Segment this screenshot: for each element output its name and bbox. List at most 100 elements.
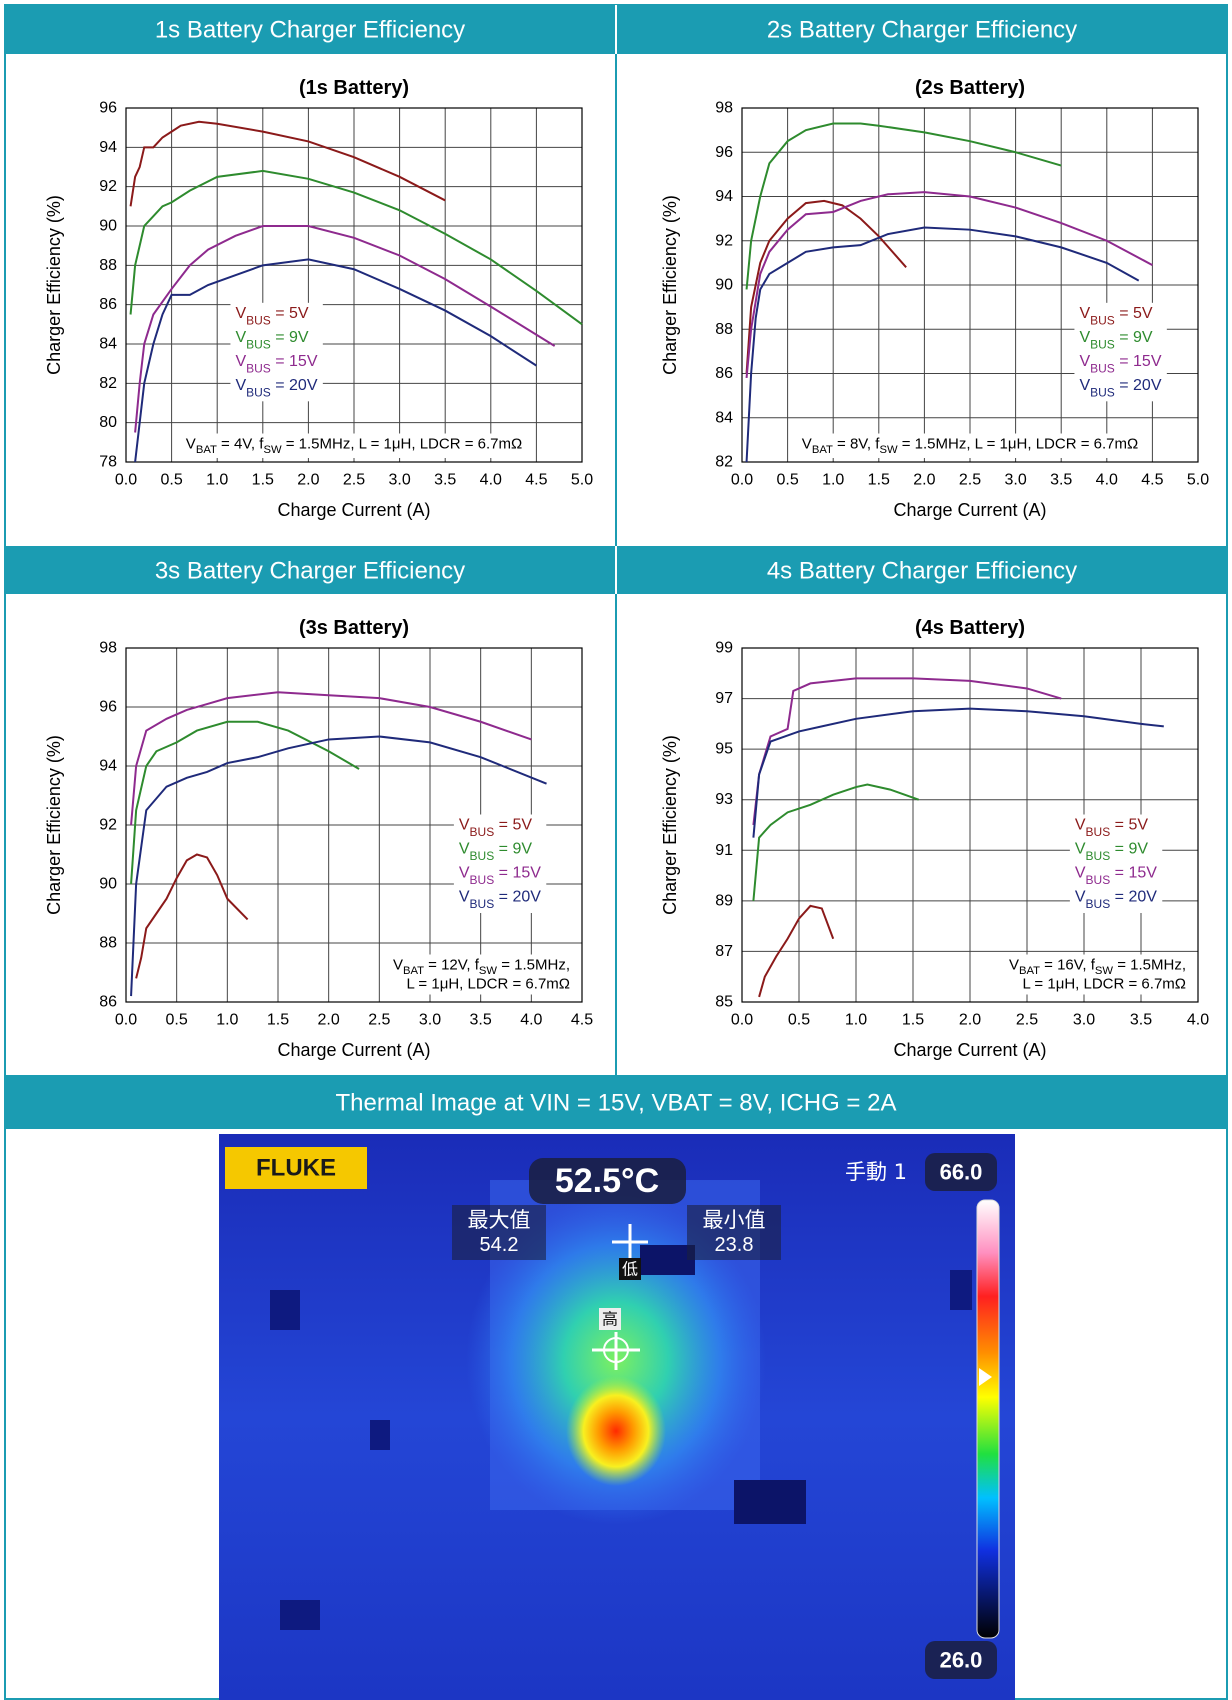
y-tick-label: 93	[715, 791, 733, 808]
plot-frame	[741, 647, 1199, 1003]
x-tick-label: 0.0	[731, 472, 753, 489]
y-tick-label: 91	[715, 842, 733, 859]
header-bar	[5, 1075, 1227, 1129]
x-tick-label: 3.5	[1130, 1012, 1152, 1029]
color-scale	[976, 1199, 1000, 1639]
x-tick-label: 4.5	[1141, 472, 1163, 489]
x-axis-label: Charge Current (A)	[277, 500, 430, 520]
x-tick-label: 1.0	[216, 1012, 238, 1029]
annotation-bg	[179, 433, 529, 458]
x-axis-label: Charge Current (A)	[893, 1040, 1046, 1060]
legend-bg	[453, 814, 547, 913]
plot-frame	[125, 107, 583, 463]
series-line	[134, 225, 556, 433]
component	[280, 1600, 320, 1630]
x-tick-label: 0.0	[731, 1012, 753, 1029]
y-tick-label: 88	[715, 321, 733, 338]
plot-frame	[125, 647, 583, 1003]
y-tick-label: 94	[715, 188, 733, 205]
y-tick-label: 97	[715, 690, 733, 707]
x-tick-label: 4.0	[480, 472, 502, 489]
panel-title: 2s Battery Charger Efficiency	[767, 17, 1077, 44]
x-tick-label: 4.5	[571, 1012, 593, 1029]
chart: 82 84 86 88 90 92 94 96 98 0.0 0.5 1.0 1.5 2.0 2.5 3.0 3…	[660, 77, 1209, 520]
min-value: 23.8	[715, 1234, 754, 1256]
y-tick-label: 87	[715, 943, 733, 960]
x-tick-label: 3.0	[1004, 472, 1026, 489]
y-tick-label: 98	[715, 100, 733, 117]
annotation-bg	[795, 433, 1145, 458]
x-tick-label: 1.5	[868, 472, 890, 489]
y-tick-label: 98	[99, 640, 117, 657]
component	[640, 1245, 695, 1275]
x-tick-label: 1.0	[206, 472, 228, 489]
x-axis-label: Charge Current (A)	[277, 1040, 430, 1060]
chart-title: (1s Battery)	[299, 77, 409, 99]
series-line	[135, 853, 249, 979]
y-tick-label: 82	[715, 454, 733, 471]
series-line	[752, 677, 1062, 826]
y-tick-label: 92	[715, 232, 733, 249]
y-tick-label: 88	[99, 935, 117, 952]
low-crosshair	[612, 1224, 648, 1260]
y-tick-label: 95	[715, 741, 733, 758]
max-value: 54.2	[480, 1234, 519, 1256]
series-line	[745, 122, 1062, 290]
y-axis-label: Charger Efficiency (%)	[660, 735, 680, 915]
y-axis-label: Charger Efficiency (%)	[44, 735, 64, 915]
scale-max: 66.0	[940, 1160, 983, 1185]
x-tick-label: 0.5	[776, 472, 798, 489]
component	[270, 1290, 300, 1330]
mode: 手動 1	[845, 1160, 907, 1184]
high-crosshair-ring	[603, 1337, 629, 1363]
scale-marker	[979, 1368, 992, 1386]
legend-bg	[1074, 302, 1167, 402]
series-line	[134, 258, 537, 463]
x-tick-label: 2.5	[959, 472, 981, 489]
x-tick-label: 3.0	[1073, 1012, 1095, 1029]
annotation: VBAT = 4V, fSW = 1.5MHz, L = 1μH, LDCR =…	[179, 433, 529, 458]
max-label: 最大值	[468, 1208, 531, 1232]
x-tick-label: 5.0	[1187, 472, 1209, 489]
annotation-text: VBAT = 16V, fSW = 1.5MHz,	[1009, 957, 1186, 978]
x-tick-label: 0.5	[788, 1012, 810, 1029]
high-badge	[599, 1308, 621, 1330]
x-tick-label: 0.0	[115, 1012, 137, 1029]
x-tick-label: 1.5	[267, 1012, 289, 1029]
chart: 85 87 89 91 93 95 97 99 0.0 0.5 1.0 1.5 2.0 2.5 3.0 3.5…	[660, 617, 1209, 1060]
panel-title: 3s Battery Charger Efficiency	[155, 558, 465, 585]
y-tick-label: 89	[715, 892, 733, 909]
series-line	[745, 191, 1153, 379]
x-tick-label: 2.0	[318, 1012, 340, 1029]
x-tick-label: 2.0	[297, 472, 319, 489]
y-tick-label: 85	[715, 994, 733, 1011]
chart-title: (4s Battery)	[915, 617, 1025, 639]
series-line	[130, 691, 532, 826]
legend-bg	[1069, 814, 1163, 913]
series-line	[745, 199, 907, 374]
x-tick-label: 3.5	[434, 472, 456, 489]
series-line	[752, 783, 920, 901]
x-tick-label: 0.5	[166, 1012, 188, 1029]
x-tick-label: 5.0	[571, 472, 593, 489]
panel-title: Thermal Image at VIN = 15V, VBAT = 8V, I…	[336, 1090, 897, 1117]
x-tick-label: 3.5	[470, 1012, 492, 1029]
series-line	[130, 720, 360, 885]
series-line	[129, 169, 583, 326]
annotation-text: L = 1μH, LDCR = 6.7mΩ	[406, 976, 570, 993]
y-tick-label: 88	[99, 257, 117, 274]
annotation: VBAT = 16V, fSW = 1.5MHz,L = 1μH, LDCR =…	[1002, 954, 1192, 995]
thermal-image: FLUKE 52.5°C 最大值 54.2 最小值 23.8 手動 1 66.0…	[219, 1134, 1015, 1700]
chart-title: (3s Battery)	[299, 617, 409, 639]
x-tick-label: 2.5	[343, 472, 365, 489]
x-tick-label: 1.0	[822, 472, 844, 489]
annotation-text: VBAT = 12V, fSW = 1.5MHz,	[393, 957, 570, 978]
y-tick-label: 84	[715, 409, 733, 426]
x-tick-label: 2.5	[1016, 1012, 1038, 1029]
chart: 78 80 82 84 86 88 90 92 94 96 0.0 0.5 1.0 1.5 2.0 2.5 3.…	[44, 77, 593, 520]
series-line	[758, 904, 835, 998]
